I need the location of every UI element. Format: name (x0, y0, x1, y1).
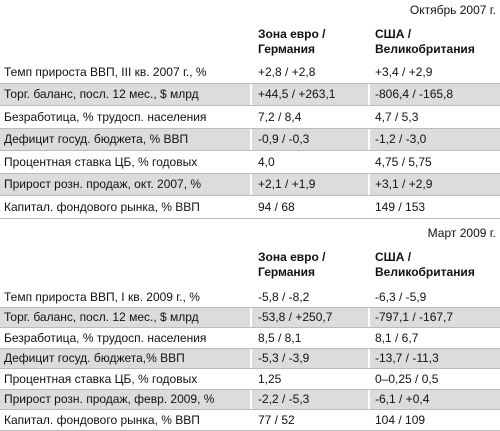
value-cell: -5,8 / -8,2 (258, 289, 310, 304)
label-cell: Дефицит госуд. бюджета,% ВВП (0, 348, 250, 368)
header-line: Великобритания (375, 265, 475, 279)
value-cell: -797,1 / -167,7 (370, 307, 500, 327)
header-line: Зона евро / (258, 250, 326, 264)
table-row: Дефицит госуд. бюджета, % ВВП -0,9 / -0,3… (0, 128, 500, 151)
table-row: Процентная ставка ЦБ, % годовых 1,25 0–0,2… (0, 369, 500, 390)
value-cell: -1,2 / -3,0 (370, 128, 500, 150)
table-row: Торг. баланс, посл. 12 мес., $ млрд +44,5… (0, 83, 500, 106)
label-cell: Процентная ставка ЦБ, % годовых (4, 154, 198, 169)
table-row: Безработица, % трудосп. населения 8,5 / 8… (0, 328, 500, 349)
column-header: США / Великобритания (375, 250, 475, 280)
value-cell: -13,7 / -11,3 (370, 348, 500, 368)
value-cell: +44,5 / +263,1 (252, 83, 368, 105)
header-line: Зона евро / (258, 27, 326, 41)
header-line: США / (375, 27, 412, 41)
table-date: Октябрь 2007 г. (409, 3, 496, 17)
label-cell: Прирост розн. продаж, февр. 2009, % (0, 389, 250, 409)
value-cell: -0,9 / -0,3 (252, 128, 368, 150)
table-row: Прирост розн. продаж, февр. 2009, % -2,2 … (0, 389, 500, 410)
table-row: Темп прироста ВВП, I кв. 2009 г., % -5,8 … (0, 287, 500, 308)
value-cell: +3,1 / +2,9 (370, 173, 500, 195)
value-cell: -6,1 / +0,4 (370, 389, 500, 409)
table-row: Торг. баланс, посл. 12 мес., $ млрд -53,8… (0, 307, 500, 328)
value-cell: 4,0 (258, 154, 275, 169)
value-cell: 4,7 / 5,3 (375, 109, 419, 124)
column-header: Зона евро / Германия (258, 27, 325, 57)
value-cell: -806,4 / -165,8 (370, 83, 500, 105)
label-cell: Безработица, % трудосп. населения (4, 109, 207, 124)
table-row: Темп прироста ВВП, III кв. 2007 г., % +2,… (0, 61, 500, 84)
table-row: Процентная ставка ЦБ, % годовых 4,0 4,75 /… (0, 151, 500, 174)
value-cell: 77 / 52 (258, 412, 295, 427)
value-cell: +2,1 / +1,9 (252, 173, 368, 195)
header-line: Германия (258, 42, 316, 56)
table-row: Капитал. фондового рынка, % ВВП 94 / 68 14… (0, 196, 500, 219)
value-cell: 7,2 / 8,4 (258, 109, 302, 124)
header-line: США / (375, 250, 412, 264)
table-row: Прирост розн. продаж, окт. 2007, % +2,1 /… (0, 173, 500, 196)
label-cell: Капитал. фондового рынка, % ВВП (4, 199, 200, 214)
header-line: Великобритания (375, 42, 475, 56)
table-date: Март 2009 г. (427, 226, 496, 240)
table-row: Безработица, % трудосп. населения 7,2 / 8… (0, 106, 500, 129)
value-cell: +2,8 / +2,8 (258, 64, 316, 79)
value-cell: +3,4 / +2,9 (375, 64, 433, 79)
label-cell: Безработица, % трудосп. населения (4, 330, 207, 345)
value-cell: -53,8 / +250,7 (252, 307, 368, 327)
value-cell: -6,3 / -5,9 (375, 289, 427, 304)
value-cell: 4,75 / 5,75 (375, 154, 432, 169)
label-cell: Прирост розн. продаж, окт. 2007, % (0, 173, 250, 195)
value-cell: 94 / 68 (258, 199, 295, 214)
table-row: Капитал. фондового рынка, % ВВП 77 / 52 10… (0, 410, 500, 431)
label-cell: Темп прироста ВВП, III кв. 2007 г., % (4, 64, 207, 79)
value-cell: 8,1 / 6,7 (375, 330, 419, 345)
value-cell: -5,3 / -3,9 (252, 348, 368, 368)
label-cell: Дефицит госуд. бюджета, % ВВП (0, 128, 250, 150)
column-header: Зона евро / Германия (258, 250, 325, 280)
value-cell: -2,2 / -5,3 (252, 389, 368, 409)
value-cell: 104 / 109 (375, 412, 426, 427)
column-header: США / Великобритания (375, 27, 475, 57)
label-cell: Торг. баланс, посл. 12 мес., $ млрд (0, 307, 250, 327)
label-cell: Темп прироста ВВП, I кв. 2009 г., % (4, 289, 200, 304)
value-cell: 1,25 (258, 371, 282, 386)
value-cell: 0–0,25 / 0,5 (375, 371, 439, 386)
label-cell: Процентная ставка ЦБ, % годовых (4, 371, 198, 386)
label-cell: Торг. баланс, посл. 12 мес., $ млрд (0, 83, 250, 105)
label-cell: Капитал. фондового рынка, % ВВП (4, 412, 200, 427)
value-cell: 8,5 / 8,1 (258, 330, 302, 345)
header-line: Германия (258, 265, 316, 279)
table-row: Дефицит госуд. бюджета,% ВВП -5,3 / -3,9-… (0, 348, 500, 369)
value-cell: 149 / 153 (375, 199, 426, 214)
